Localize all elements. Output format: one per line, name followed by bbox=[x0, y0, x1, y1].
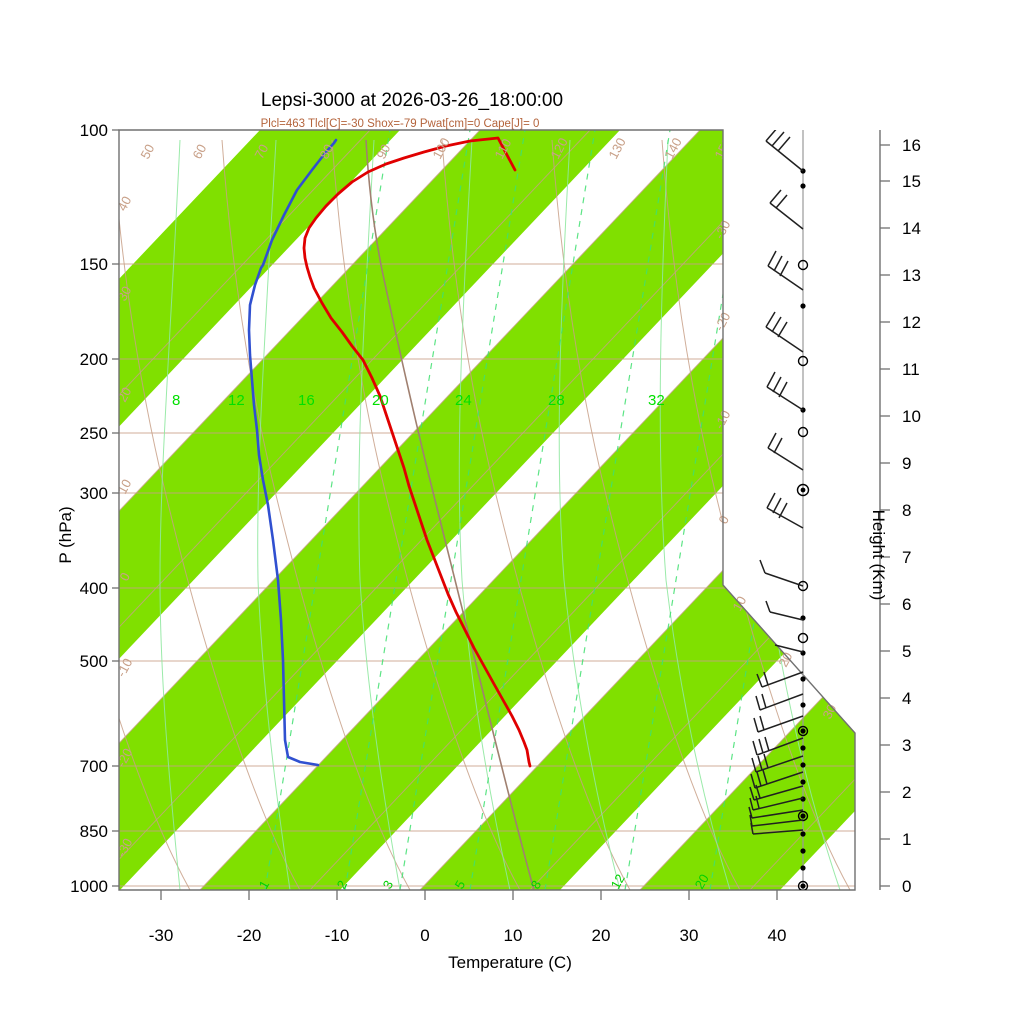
isotherm-right-label-30: 30 bbox=[819, 702, 839, 722]
pressure-tick-700: 700 bbox=[80, 757, 108, 776]
height-tick-2: 2 bbox=[902, 783, 911, 802]
mix-label-20: 20 bbox=[372, 392, 389, 409]
temp-tick-30: 30 bbox=[680, 926, 699, 945]
pressure-tick-300: 300 bbox=[80, 484, 108, 503]
height-tick-3: 3 bbox=[902, 736, 911, 755]
pressure-tick-150: 150 bbox=[80, 255, 108, 274]
parcel-trace bbox=[365, 139, 535, 890]
height-tick-9: 9 bbox=[902, 454, 911, 473]
wind-barb-column bbox=[748, 130, 810, 890]
pressure-tick-400: 400 bbox=[80, 579, 108, 598]
wind-barbs bbox=[748, 130, 804, 835]
adiabat-label-70: 70 bbox=[251, 142, 271, 162]
pressure-tick-1000: 1000 bbox=[70, 877, 108, 896]
sounding-indices-subtitle: Plcl=463 Tlcl[C]=-30 Shox=-79 Pwat[cm]=0… bbox=[261, 118, 540, 130]
height-tick-6: 6 bbox=[902, 595, 911, 614]
temp-tick-m30: -30 bbox=[149, 926, 174, 945]
temperature-profile-line bbox=[302, 136, 532, 768]
temp-tick-10: 10 bbox=[504, 926, 523, 945]
adiabat-label-80: 80 bbox=[316, 142, 336, 162]
mix-bottom-label-20: 20 bbox=[692, 871, 712, 891]
temp-tick-40: 40 bbox=[768, 926, 787, 945]
temperature-axis-label: Temperature (C) bbox=[448, 953, 572, 972]
wind-level-markers bbox=[796, 168, 810, 890]
temp-tick-m20: -20 bbox=[237, 926, 262, 945]
height-tick-0: 0 bbox=[902, 877, 911, 896]
pressure-tick-250: 250 bbox=[80, 424, 108, 443]
temp-tick-0: 0 bbox=[420, 926, 429, 945]
height-tick-16: 16 bbox=[902, 136, 921, 155]
page-title: Lepsi-3000 at 2026-03-26_18:00:00 bbox=[261, 90, 563, 111]
isotherm-right-label-20: 20 bbox=[775, 650, 795, 670]
height-tick-7: 7 bbox=[902, 548, 911, 567]
mix-label-24: 24 bbox=[455, 392, 472, 409]
adiabat-label-60: 60 bbox=[189, 142, 209, 162]
mix-label-16: 16 bbox=[298, 392, 315, 409]
mix-bottom-label-12: 12 bbox=[608, 871, 628, 891]
mix-label-12: 12 bbox=[228, 392, 245, 409]
height-tick-5: 5 bbox=[902, 642, 911, 661]
pressure-axis-label: P (hPa) bbox=[56, 506, 75, 563]
height-axis-label: Height (Km) bbox=[869, 510, 888, 601]
pressure-tick-1000hpa-top: 100 bbox=[80, 121, 108, 140]
height-tick-11: 11 bbox=[902, 360, 920, 379]
height-tick-12: 12 bbox=[902, 313, 921, 332]
height-tick-4: 4 bbox=[902, 689, 911, 708]
pressure-axis: 100 150 200 250 300 400 500 700 850 1000… bbox=[56, 121, 119, 896]
adiabat-label-90: 90 bbox=[373, 142, 393, 162]
adiabat-label-50: 50 bbox=[137, 142, 157, 162]
mix-label-32: 32 bbox=[648, 392, 665, 409]
pressure-tick-200: 200 bbox=[80, 350, 108, 369]
dry-adiabat-lines bbox=[119, 139, 855, 890]
plot-border bbox=[118, 129, 856, 891]
height-tick-10: 10 bbox=[902, 407, 921, 426]
temperature-axis: -30 -20 -10 0 10 20 30 40 Temperature (C… bbox=[149, 890, 787, 972]
height-tick-8: 8 bbox=[902, 501, 911, 520]
pressure-tick-850: 850 bbox=[80, 822, 108, 841]
height-tick-15: 15 bbox=[902, 172, 921, 191]
pressure-tick-500: 500 bbox=[80, 652, 108, 671]
dewpoint-profile-line bbox=[247, 138, 338, 767]
height-tick-13: 13 bbox=[902, 266, 921, 285]
height-axis: 0 1 2 3 4 5 6 7 8 9 10 11 12 13 14 15 16… bbox=[869, 130, 921, 896]
mixing-ratio-mid-labels: 8 12 16 20 24 28 32 bbox=[172, 392, 665, 409]
temp-tick-20: 20 bbox=[592, 926, 611, 945]
temp-tick-m10: -10 bbox=[325, 926, 350, 945]
mix-label-28: 28 bbox=[548, 392, 565, 409]
mix-label-8: 8 bbox=[172, 392, 180, 409]
height-tick-14: 14 bbox=[902, 219, 921, 238]
height-tick-1: 1 bbox=[902, 830, 911, 849]
